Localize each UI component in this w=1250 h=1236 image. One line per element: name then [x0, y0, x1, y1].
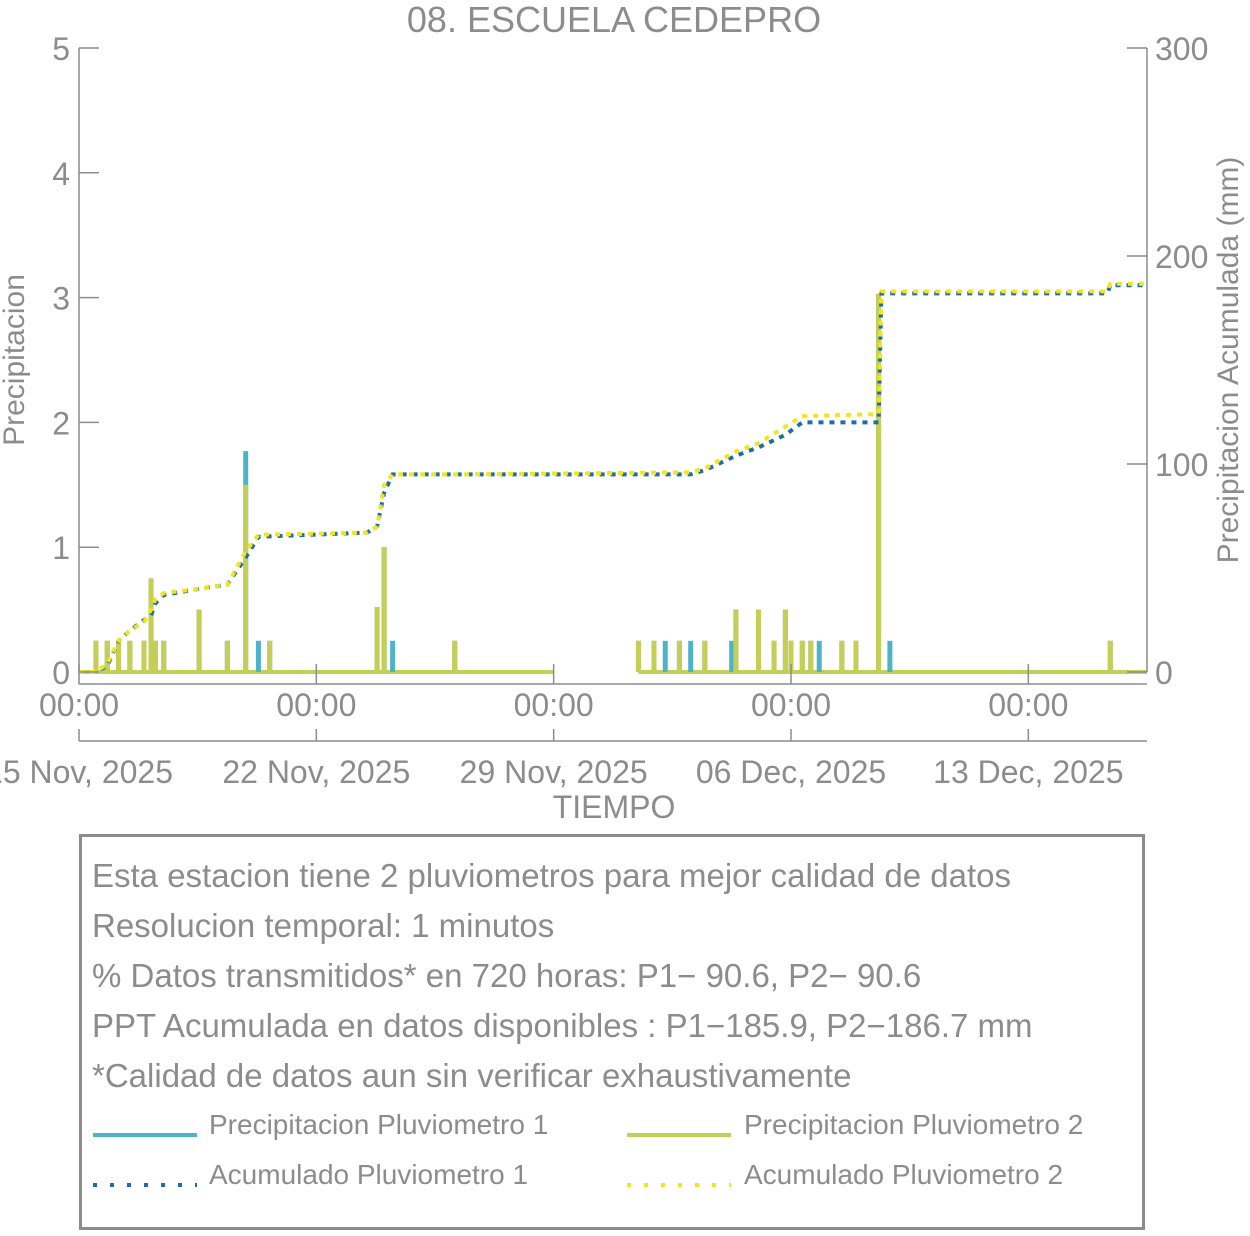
bar-pluviometro-2	[127, 640, 133, 672]
chart-title: 08. ESCUELA CEDEPRO	[407, 0, 821, 40]
bar-pluviometro-1	[887, 640, 893, 672]
y-tick-label-right: 0	[1155, 655, 1173, 691]
info-line-accumulated: PPT Acumulada en datos disponibles : P1−…	[92, 1007, 1033, 1044]
bar-pluviometro-2	[93, 640, 99, 672]
bar-pluviometro-2	[651, 640, 657, 672]
info-box: Esta estacion tiene 2 pluviometros para …	[79, 834, 1145, 1230]
bar-pluviometro-2	[839, 640, 845, 672]
x-axis-label: TIEMPO	[553, 789, 676, 825]
y-tick-label-left: 4	[52, 156, 70, 192]
bar-pluviometro-1	[255, 640, 261, 672]
legend-swatch-p1	[93, 1133, 197, 1137]
bar-pluviometro-2	[788, 640, 794, 672]
x-tick-label-time: 00:00	[514, 687, 594, 723]
legend-label-p1: Precipitacion Pluviometro 1	[209, 1109, 549, 1140]
bar-pluviometro-2	[702, 640, 708, 672]
y-tick-label-left: 1	[52, 530, 70, 566]
info-line-stations: Esta estacion tiene 2 pluviometros para …	[92, 857, 1012, 894]
bar-pluviometro-1	[729, 640, 735, 672]
y-axis-right: 0 100 200 300	[1127, 31, 1208, 691]
bar-pluviometro-2	[141, 640, 147, 672]
legend-swatch-a2	[627, 1183, 731, 1187]
bar-pluviometro-2	[196, 609, 202, 672]
y-tick-label-right: 200	[1155, 239, 1208, 275]
x-tick-label-date: 29 Nov, 2025	[460, 754, 648, 790]
x-tick-label-date: 15 Nov, 2025	[0, 754, 173, 790]
y-tick-label-right: 300	[1155, 31, 1208, 67]
y-tick-label-left: 3	[52, 281, 70, 317]
x-tick-label-time: 00:00	[276, 687, 356, 723]
bar-pluviometro-2	[756, 609, 762, 672]
bar-pluviometro-2	[1107, 640, 1113, 672]
bar-pluviometro-2	[381, 547, 387, 672]
bar-pluviometro-2	[224, 640, 230, 672]
y-tick-label-left: 5	[52, 31, 70, 67]
y-tick-label-right: 100	[1155, 447, 1208, 483]
bar-pluviometro-2	[733, 609, 739, 672]
x-tick-label-date: 22 Nov, 2025	[222, 754, 410, 790]
legend-label-a1: Acumulado Pluviometro 1	[209, 1159, 529, 1190]
legend-swatch-a1	[93, 1183, 197, 1187]
x-tick-label-time: 00:00	[39, 687, 119, 723]
bar-pluviometro-2	[243, 484, 249, 672]
plot-area	[79, 281, 1147, 674]
bar-pluviometro-2	[799, 640, 805, 672]
info-line-resolution: Resolucion temporal: 1 minutos	[92, 907, 555, 944]
x-tick-label-date: 06 Dec, 2025	[696, 754, 886, 790]
bar-pluviometro-2	[876, 293, 882, 672]
y-axis-right-label: Precipitacion Acumulada (mm)	[1212, 157, 1245, 564]
bar-pluviometro-1	[662, 640, 668, 672]
bar-pluviometro-2	[452, 640, 458, 672]
bar-pluviometro-2	[148, 578, 154, 672]
bar-pluviometro-1	[816, 640, 822, 672]
bar-pluviometro-2	[853, 640, 859, 672]
bar-pluviometro-2	[635, 640, 641, 672]
x-tick-label-date: 13 Dec, 2025	[933, 754, 1123, 790]
x-tick-label-time: 00:00	[751, 687, 831, 723]
info-line-transmitted: % Datos transmitidos* en 720 horas: P1− …	[92, 957, 922, 994]
y-axis-left-label: Precipitacion	[0, 274, 31, 446]
bar-pluviometro-2	[808, 640, 814, 672]
info-line-quality: *Calidad de datos aun sin verificar exha…	[92, 1057, 852, 1094]
legend-label-a2: Acumulado Pluviometro 2	[744, 1159, 1064, 1190]
bar-pluviometro-2	[116, 640, 122, 672]
y-tick-label-left: 0	[52, 655, 70, 691]
legend-swatch-p2	[627, 1133, 731, 1137]
bar-pluviometro-2	[267, 640, 273, 672]
x-tick-label-time: 00:00	[988, 687, 1068, 723]
line-acumulado-1	[79, 283, 1147, 674]
bar-pluviometro-2	[782, 609, 788, 672]
x-axis: 00:00 15 Nov, 2025 00:00 22 Nov, 2025 00:00 2…	[0, 664, 1147, 790]
bar-pluviometro-1	[688, 640, 694, 672]
bar-pluviometro-1	[390, 640, 396, 672]
y-axis-left: 0 1 2 3 4 5	[52, 31, 99, 691]
legend-label-p2: Precipitacion Pluviometro 2	[744, 1109, 1084, 1140]
bar-pluviometro-2	[676, 640, 682, 672]
bar-pluviometro-2	[374, 607, 380, 672]
bar-pluviometro-2	[771, 640, 777, 672]
bar-pluviometro-2	[152, 640, 158, 672]
bar-pluviometro-2	[161, 640, 167, 672]
y-tick-label-left: 2	[52, 405, 70, 441]
line-acumulado-2	[79, 281, 1147, 674]
bar-pluviometro-2	[104, 640, 110, 672]
